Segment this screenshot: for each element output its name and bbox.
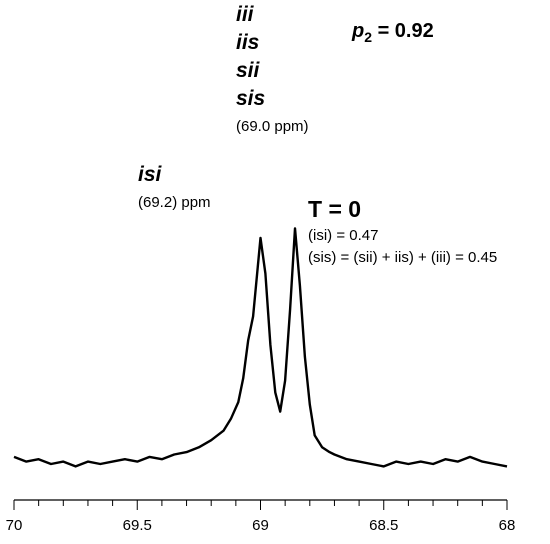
tick-label: 69.5: [123, 517, 152, 534]
x-axis-ticks: [13, 500, 508, 510]
label-sis-ppm: (69.0 ppm): [236, 118, 309, 135]
label-iis: iis: [236, 31, 260, 54]
label-sis: sis: [236, 87, 266, 110]
sis-sum: (sis) = (sii) + iis) + (iii) = 0.45: [308, 249, 498, 266]
tick-label: 68: [499, 517, 516, 534]
isi-fraction: (isi) = 0.47: [308, 227, 379, 244]
spectrum-line: [13, 227, 508, 468]
x-axis-tick-labels: 70 69.5 69 68.5 68: [6, 517, 516, 534]
p2-value-label: p2 = 0.92: [352, 20, 434, 45]
tick-label: 69: [252, 517, 269, 534]
p2-number: = 0.92: [372, 20, 434, 42]
label-isi: isi: [138, 163, 162, 186]
tick-label: 70: [6, 517, 23, 534]
label-sii: sii: [236, 59, 260, 82]
label-isi-ppm: (69.2) ppm: [138, 194, 211, 211]
t-zero-label: T = 0: [308, 196, 362, 222]
tick-label: 68.5: [369, 517, 398, 534]
p2-symbol: p: [352, 20, 365, 42]
p2-subscript: 2: [364, 29, 373, 45]
label-iii: iii: [236, 3, 254, 26]
